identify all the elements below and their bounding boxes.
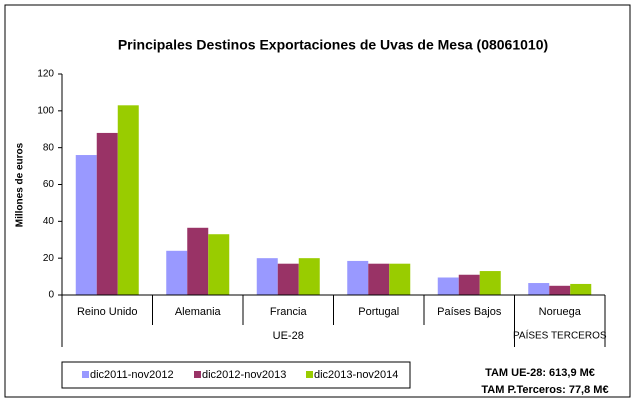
legend-swatch <box>194 371 201 378</box>
x-tick-label: Francia <box>270 306 308 318</box>
bar <box>458 274 480 295</box>
chart-title: Principales Destinos Exportaciones de Uv… <box>118 37 548 53</box>
bar <box>479 271 501 295</box>
y-tick-label: 120 <box>37 69 54 80</box>
bar <box>368 263 390 295</box>
bar <box>187 227 209 295</box>
x-tick-label: Noruega <box>539 306 582 318</box>
frame <box>4 4 631 398</box>
y-tick-label: 40 <box>43 216 55 227</box>
y-tick-label: 20 <box>43 253 55 264</box>
bar <box>256 258 278 295</box>
legend-label: dic2013-nov2014 <box>314 369 398 381</box>
bar <box>298 258 320 295</box>
y-tick-label: 80 <box>43 142 55 153</box>
legend-label: dic2012-nov2013 <box>202 369 286 381</box>
y-axis-label: Millones de euros <box>15 142 26 227</box>
x-tick-label: Países Bajos <box>437 306 502 318</box>
bar <box>166 250 188 295</box>
group-label: PAÍSES TERCEROS <box>513 329 607 342</box>
legend-swatch <box>306 371 313 378</box>
x-tick-label: Reino Unido <box>77 306 138 318</box>
bar <box>437 277 459 295</box>
bar <box>570 283 592 295</box>
bar <box>208 234 230 295</box>
bar <box>117 105 139 295</box>
y-tick-label: 0 <box>48 290 54 301</box>
annotation: TAM UE-28: 613,9 M€ <box>485 367 595 379</box>
legend-box <box>61 361 411 389</box>
annotation: TAM P.Terceros: 77,8 M€ <box>481 384 608 396</box>
bar <box>96 132 118 295</box>
bar <box>75 155 97 295</box>
legend-label: dic2011-nov2012 <box>90 369 174 381</box>
y-tick-label: 100 <box>37 105 54 116</box>
bar <box>347 260 369 295</box>
bar <box>277 263 299 295</box>
y-tick-label: 60 <box>43 179 55 190</box>
bar <box>389 263 411 295</box>
legend-swatch <box>82 371 89 378</box>
group-label: UE-28 <box>273 330 304 342</box>
x-tick-label: Portugal <box>358 306 399 318</box>
x-tick-label: Alemania <box>175 306 222 318</box>
bar <box>528 283 550 295</box>
bar <box>549 285 571 295</box>
